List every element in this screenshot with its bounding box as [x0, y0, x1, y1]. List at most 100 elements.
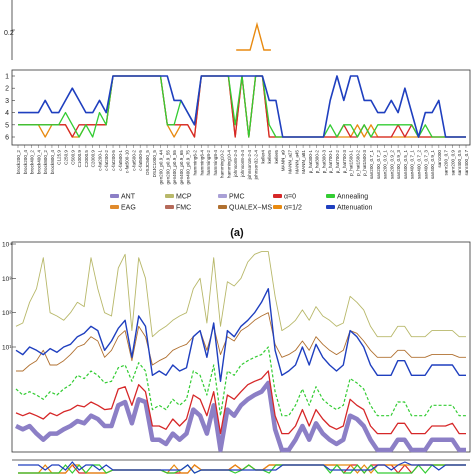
ytick-label: 4: [5, 110, 9, 117]
top-time-panel: 0.2: [4, 0, 271, 60]
xtick-label: hamming8-2: [206, 150, 211, 176]
rank-series-group: [18, 75, 466, 138]
xtick-label: san200_0.7_1: [369, 150, 374, 180]
xtick-label: DSJC500_5: [145, 150, 150, 175]
legend-label: FMC: [176, 205, 191, 212]
legend-item-FMC: FMC: [165, 205, 191, 212]
xtick-label: gen400_p0.9_65: [179, 150, 184, 185]
xtick-label: MANN_a27: [288, 150, 293, 174]
series-line-ANT: [15, 380, 466, 453]
xtick-label: MANN_a81: [301, 150, 306, 174]
legend-label: α=1/2: [284, 205, 302, 212]
xtick-label: brock400_4: [36, 150, 41, 174]
legend-swatch: [218, 205, 227, 209]
xtick-label: brock200_2: [16, 150, 21, 174]
xtick-label: c-fat500-5: [138, 150, 143, 171]
xtick-label: san400_0.9_1: [430, 150, 435, 180]
legend-item-PMC: PMC: [218, 194, 245, 201]
xtick-label: gen400_p0.9_55: [172, 150, 177, 185]
ytick-label: 3: [5, 98, 9, 105]
xtick-label: p_hat300-2: [315, 150, 320, 174]
series-line-Attenuation: [15, 288, 466, 382]
legend-swatch: [326, 194, 335, 198]
xtick-label: hamming6-2: [192, 150, 197, 176]
xtick-label: keller4: [260, 150, 265, 164]
time-series-group: [15, 251, 466, 453]
xtick-label: hamming8-4: [213, 150, 218, 176]
xtick-label: sanr200_0.7: [444, 150, 449, 176]
xtick-label: p_hat700-2: [335, 150, 340, 174]
bottom-series-group: [18, 461, 466, 474]
legend-item-MCP: MCP: [165, 194, 192, 201]
xtick-label: san200_0.7_2: [376, 150, 381, 180]
xtick-label: brock800_4: [50, 150, 55, 174]
series-line-Annealing: [15, 346, 466, 417]
xtick-label: gen200_p0.9_44: [159, 150, 164, 185]
xtick-label: brock400_2: [30, 150, 35, 174]
xtick-label: san400_0.5_1: [403, 150, 408, 180]
legend-item-QUALEX-MS: QUALEX−MS: [218, 205, 272, 212]
series-line-MCP: [15, 251, 466, 338]
xtick-label: MANN_a45: [294, 150, 299, 174]
xtick-label: c-fat500-2: [131, 150, 136, 171]
ytick-label: 10²: [2, 310, 12, 317]
xtick-label: hamming10-2: [220, 150, 225, 179]
ytick-label: 0.2: [4, 30, 14, 37]
xtick-label: brock800_2: [43, 150, 48, 174]
xtick-label: san200_0.9_3: [396, 150, 401, 180]
xtick-label: p_hat1500-2: [355, 150, 360, 176]
xtick-label: C500.9: [70, 150, 75, 165]
xtick-label: hamming10-4: [226, 150, 231, 179]
xtick-label: san200_0.9_2: [389, 150, 394, 180]
xtick-label: san400_0.7_2: [416, 150, 421, 180]
legend-item-Attenuation: Attenuation: [326, 205, 373, 212]
rank-yticks: 1 2 3 4 5 6: [5, 74, 15, 142]
legend-label: EAG: [121, 205, 136, 212]
ytick-label: 1: [5, 74, 9, 81]
xtick-label: p_hat700-1: [328, 150, 333, 174]
xtick-label: san200_0.9_1: [383, 150, 388, 180]
rank-panel-frame: [11, 69, 471, 146]
xtick-label: keller5: [267, 150, 272, 164]
xtick-label: c-fat200-1: [97, 150, 102, 171]
xtick-label: johnson8-4-4: [240, 150, 245, 178]
xtick-label: c-fat200-2: [104, 150, 109, 171]
legend-swatch: [110, 194, 119, 198]
xtick-label: C125.9: [57, 150, 62, 165]
legend-item-Annealing: Annealing: [326, 194, 368, 201]
xtick-label: p_hat1500-1: [349, 150, 354, 176]
xtick-label: sanr400_0.5: [457, 150, 462, 176]
panel-label: (a): [230, 227, 244, 239]
series-line-alpha_half: [18, 75, 466, 138]
xtick-label: johnson32-2-4: [254, 150, 259, 181]
xtick-label: san400_0.7_1: [410, 150, 415, 180]
xtick-label: gen400_p0.9_75: [186, 150, 191, 185]
xtick-label: hamming6-4: [199, 150, 204, 176]
bottom-series-line-Attenuation: [18, 461, 466, 474]
xtick-label: san1000: [437, 150, 442, 168]
xtick-label: p_hat300-3: [321, 150, 326, 174]
xtick-label: C250.9: [64, 150, 69, 165]
top-series-group: [11, 0, 271, 60]
legend-label: Attenuation: [337, 205, 373, 212]
ytick-label: 10¹: [2, 345, 12, 352]
xtick-label: C2000.9: [91, 150, 96, 168]
legend-swatch: [273, 194, 282, 198]
ytick-label: 5: [5, 122, 9, 129]
xtick-label: san400_0.7_3: [423, 150, 428, 180]
xtick-label: MANN_a9: [281, 150, 286, 172]
legend: ANT MCP PMC α=0 Annealing EAG FMC QUALEX−MS α=1/…: [110, 194, 373, 212]
xtick-label: p_hat700-3: [342, 150, 347, 174]
time-yticks: 10⁴ 10³ 10² 10¹: [2, 242, 16, 352]
series-line-Annealing: [18, 75, 466, 138]
xtick-label: sanr200_0.9: [450, 150, 455, 176]
legend-label: Annealing: [337, 194, 368, 201]
xtick-label: brock200_4: [23, 150, 28, 174]
xtick-label: C1000.9: [77, 150, 82, 168]
series-line-QUALEX-MS: [16, 312, 466, 372]
legend-label: MCP: [176, 194, 192, 201]
xtick-label: johnson8-2-4: [233, 150, 238, 178]
legend-swatch: [165, 205, 174, 209]
legend-label: QUALEX−MS: [229, 205, 272, 212]
